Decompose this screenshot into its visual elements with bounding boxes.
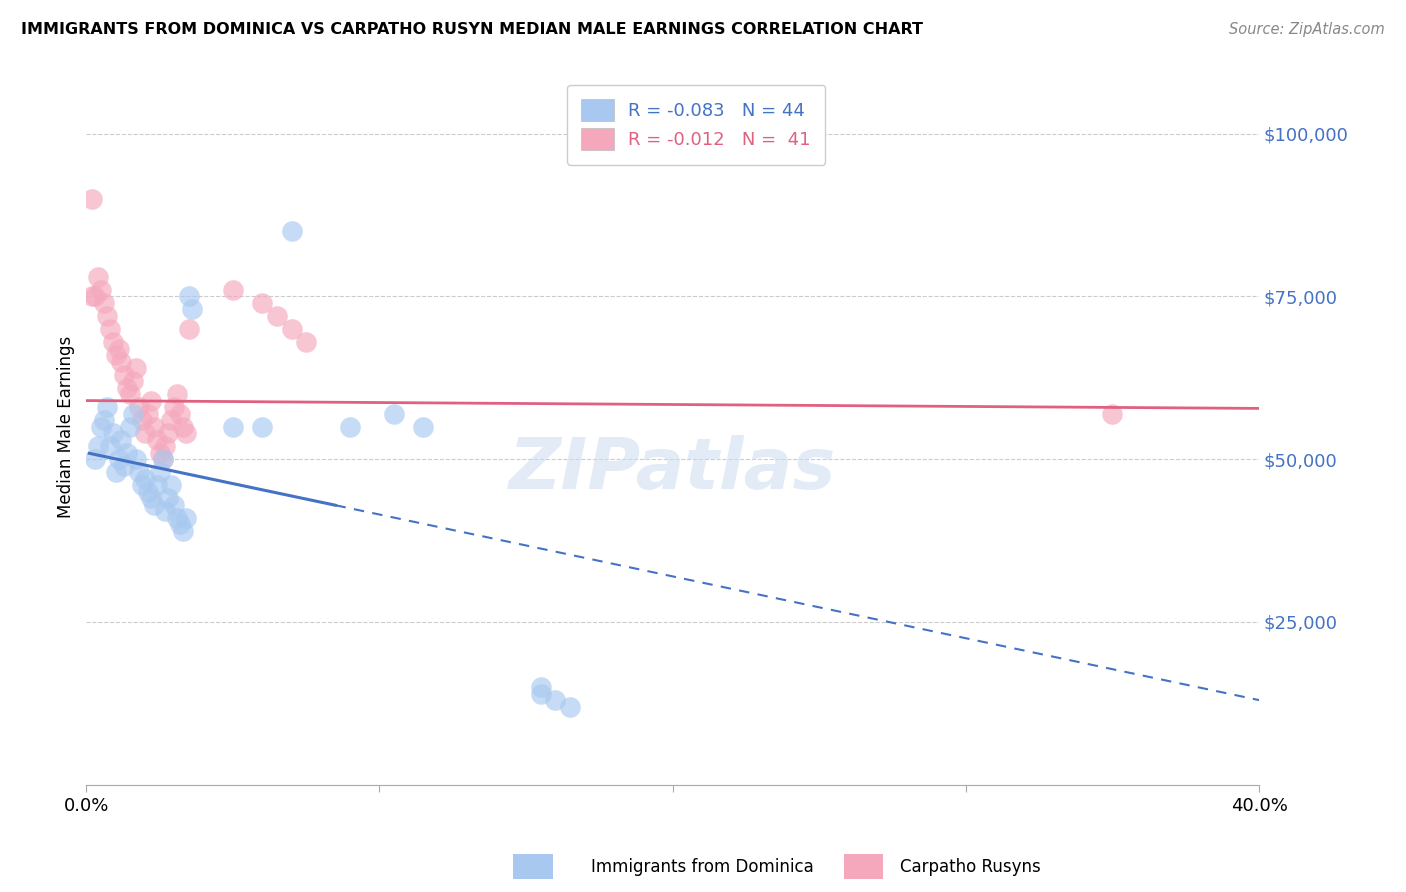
Point [110, 433, 132, 447]
Point [169, 517, 191, 532]
Text: Source: ZipAtlas.com: Source: ZipAtlas.com [1229, 22, 1385, 37]
Point [128, 465, 150, 479]
Point [250, 296, 273, 310]
Point [152, 452, 174, 467]
Text: Carpatho Rusyns: Carpatho Rusyns [900, 858, 1040, 876]
Text: ZIPatlas: ZIPatlas [509, 435, 837, 504]
Point [530, 680, 553, 694]
Y-axis label: Median Male Earnings: Median Male Earnings [58, 335, 75, 517]
Point [125, 452, 148, 467]
Point [155, 504, 177, 518]
Point [96, 400, 118, 414]
Point [382, 407, 405, 421]
Point [128, 400, 150, 414]
Point [169, 407, 191, 421]
Point [98, 322, 121, 336]
Point [96, 309, 118, 323]
Point [149, 465, 172, 479]
Point [172, 524, 194, 538]
Point [142, 498, 165, 512]
Point [107, 452, 129, 467]
Point [107, 342, 129, 356]
Point [131, 413, 153, 427]
Point [177, 289, 200, 303]
Point [163, 498, 186, 512]
Text: IMMIGRANTS FROM DOMINICA VS CARPATHO RUSYN MEDIAN MALE EARNINGS CORRELATION CHAR: IMMIGRANTS FROM DOMINICA VS CARPATHO RUS… [21, 22, 924, 37]
Point [139, 491, 162, 506]
Point [250, 419, 273, 434]
Point [120, 387, 142, 401]
Point [222, 283, 245, 297]
Legend: R = -0.083   N = 44, R = -0.012   N =  41: R = -0.083 N = 44, R = -0.012 N = 41 [567, 85, 825, 165]
Point [93, 413, 115, 427]
Point [1101, 407, 1123, 421]
Point [136, 484, 159, 499]
Point [101, 426, 124, 441]
Point [112, 368, 135, 382]
Point [222, 419, 245, 434]
Point [266, 309, 288, 323]
Point [136, 407, 159, 421]
Point [134, 426, 156, 441]
Point [280, 224, 302, 238]
Point [82, 289, 104, 303]
Point [412, 419, 434, 434]
Point [295, 334, 318, 349]
Point [174, 510, 197, 524]
Point [112, 458, 135, 473]
Point [166, 387, 188, 401]
Point [84, 452, 107, 467]
Point [177, 322, 200, 336]
Point [84, 289, 107, 303]
Point [87, 269, 110, 284]
Point [142, 419, 165, 434]
Point [174, 426, 197, 441]
Point [90, 419, 112, 434]
Point [87, 439, 110, 453]
Point [280, 322, 302, 336]
Point [122, 407, 145, 421]
Point [157, 491, 180, 506]
Point [160, 478, 183, 492]
Point [82, 192, 104, 206]
Point [558, 699, 581, 714]
Point [122, 374, 145, 388]
Point [104, 465, 127, 479]
Point [163, 400, 186, 414]
Point [110, 354, 132, 368]
Point [125, 361, 148, 376]
Point [145, 478, 167, 492]
Point [117, 380, 139, 394]
Point [152, 452, 174, 467]
Point [139, 393, 162, 408]
Point [145, 433, 167, 447]
Point [117, 445, 139, 459]
Point [120, 419, 142, 434]
Point [131, 478, 153, 492]
Point [98, 439, 121, 453]
Point [172, 419, 194, 434]
Point [544, 693, 567, 707]
Point [93, 296, 115, 310]
Point [155, 439, 177, 453]
Point [339, 419, 361, 434]
Point [160, 413, 183, 427]
Text: Immigrants from Dominica: Immigrants from Dominica [591, 858, 813, 876]
Point [90, 283, 112, 297]
Point [530, 687, 553, 701]
Point [134, 472, 156, 486]
Point [157, 426, 180, 441]
Point [166, 510, 188, 524]
Point [104, 348, 127, 362]
Point [101, 334, 124, 349]
Point [149, 445, 172, 459]
Point [180, 302, 202, 317]
